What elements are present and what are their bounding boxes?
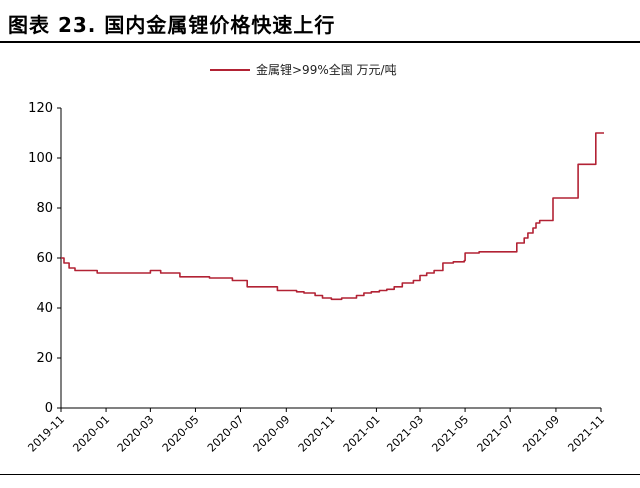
x-tick-label: 2019-11 — [25, 413, 67, 455]
legend-label: 金属锂>99%全国 万元/吨 — [256, 62, 397, 77]
y-tick-label: 60 — [36, 251, 53, 266]
x-tick-label: 2021-05 — [430, 413, 472, 455]
x-tick-label: 2020-07 — [205, 413, 247, 455]
x-tick-label: 2021-11 — [565, 413, 607, 455]
x-tick-label: 2021-03 — [384, 413, 426, 455]
title-underline — [0, 41, 640, 43]
series-line — [61, 132, 604, 301]
x-tick-label: 2021-01 — [341, 413, 383, 455]
x-tick-label: 2020-03 — [115, 413, 157, 455]
y-tick-label: 80 — [36, 201, 53, 216]
bottom-divider — [0, 474, 640, 475]
legend: 金属锂>99%全国 万元/吨 — [210, 62, 397, 77]
x-tick-label: 2020-05 — [160, 413, 202, 455]
x-tick-label: 2020-11 — [296, 413, 338, 455]
x-tick-label: 2021-07 — [475, 413, 517, 455]
x-tick-label: 2020-09 — [251, 413, 293, 455]
y-tick-label: 40 — [36, 301, 53, 316]
x-tick-label: 2021-09 — [520, 413, 562, 455]
figure-title: 图表 23. 国内金属锂价格快速上行 — [8, 13, 336, 37]
y-tick-label: 0 — [45, 401, 53, 416]
y-tick-label: 20 — [36, 351, 53, 366]
y-tick-label: 100 — [28, 151, 53, 166]
series-group — [61, 132, 604, 301]
y-tick-label: 120 — [28, 101, 53, 116]
x-tick-label: 2020-01 — [70, 413, 112, 455]
